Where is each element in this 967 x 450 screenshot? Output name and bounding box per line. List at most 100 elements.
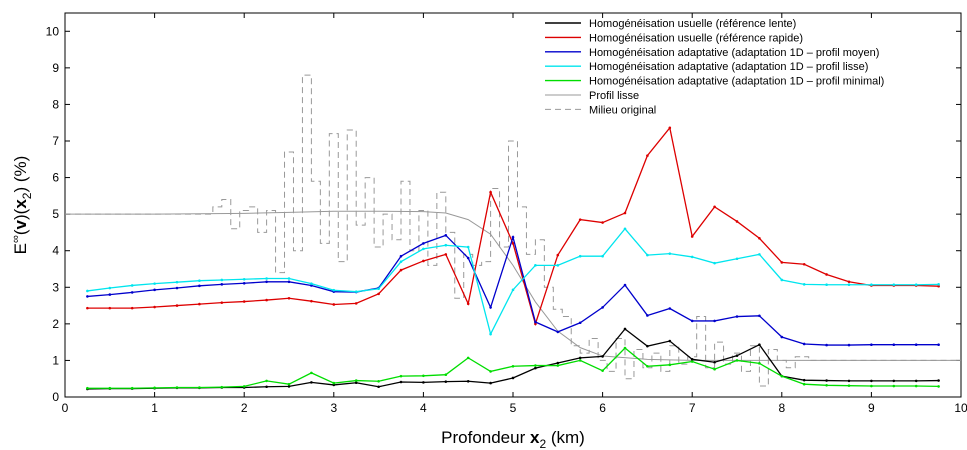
data-point [108,286,112,290]
x-tick-label: 2 [241,401,248,415]
data-point [354,302,358,305]
data-point [825,383,828,387]
data-point [713,205,716,209]
x-axis-title: Profondeur x2 (km) [441,428,585,450]
data-point [578,356,582,360]
data-point [937,343,940,347]
data-point [422,374,425,378]
data-point [86,306,89,310]
data-point [242,277,246,281]
data-point [265,277,268,280]
data-point [690,358,694,361]
x-tick-label: 3 [330,401,337,415]
data-point [489,190,492,194]
data-point [534,364,537,367]
data-point [534,322,537,326]
data-point [668,307,672,310]
data-point [870,283,873,287]
data-point [690,235,694,238]
data-point [713,367,716,371]
x-tick-label: 7 [689,401,696,415]
data-point [287,277,291,280]
data-point [153,386,156,390]
data-point [175,386,179,389]
data-point [86,386,89,390]
data-point [690,360,694,363]
data-point [489,370,492,373]
data-point [489,332,492,336]
data-point [601,221,604,224]
data-point [310,371,313,375]
data-point [377,292,380,296]
data-point [511,364,515,368]
series-line [65,210,961,361]
data-point [578,254,582,258]
data-point [86,289,89,293]
data-point [601,254,604,258]
data-point [578,218,582,221]
legend-label: Homogénéisation adaptative (adaptation 1… [589,47,879,59]
data-point [578,321,582,325]
x-tick-label: 1 [151,401,158,415]
data-point [511,288,515,292]
data-point [108,293,112,296]
data-point [265,379,268,383]
data-point [780,374,784,378]
data-point [422,259,425,263]
data-point [489,306,492,309]
data-point [780,261,784,264]
data-point [802,283,806,286]
data-point [578,359,582,362]
y-axis-title: E∞(v)(x2) (%) [10,156,34,255]
data-point [623,283,627,287]
data-point [825,273,828,276]
data-point [399,254,403,258]
data-point [668,363,672,367]
data-point [937,385,940,388]
data-point [556,253,560,257]
data-point [735,220,739,223]
data-point [466,245,470,249]
data-point [802,378,806,382]
data-point [668,339,672,343]
data-point [825,283,828,287]
data-point [444,380,448,383]
data-point [556,264,560,267]
data-point [198,279,201,283]
data-point [847,343,851,347]
data-point [153,282,156,285]
data-point [892,384,896,388]
data-point [130,306,134,310]
data-point [623,211,627,215]
data-point [310,381,313,384]
legend-label: Homogénéisation adaptative (adaptation 1… [589,61,868,73]
data-point [713,360,716,364]
plot-area [64,12,962,398]
data-point [758,314,761,318]
data-point [444,373,448,376]
data-point [802,262,806,266]
data-point [220,278,224,282]
legend-label: Homogénéisation usuelle (référence rapid… [589,32,803,44]
data-point [220,385,224,389]
data-point [623,327,627,331]
x-tick-label: 6 [599,401,606,415]
data-point [377,287,380,291]
data-point [758,236,761,240]
legend-label: Homogénéisation usuelle (référence lente… [589,18,796,30]
data-point [780,335,784,339]
data-point [780,278,784,282]
axis-ticks: 0 1 2 3 4 5 6 7 8 9 10 0 1 2 3 4 5 6 7 8 9 10 [46,13,967,415]
data-point [332,381,336,385]
data-point [242,300,246,303]
data-point [825,343,828,347]
data-point [310,282,313,285]
data-point [198,302,201,306]
legend: Homogénéisation usuelle (référence lente… [545,18,884,116]
y-tick-label: 7 [52,134,59,148]
data-point [175,286,179,290]
data-point [690,319,694,323]
data-point [153,305,156,309]
data-point [601,369,604,372]
